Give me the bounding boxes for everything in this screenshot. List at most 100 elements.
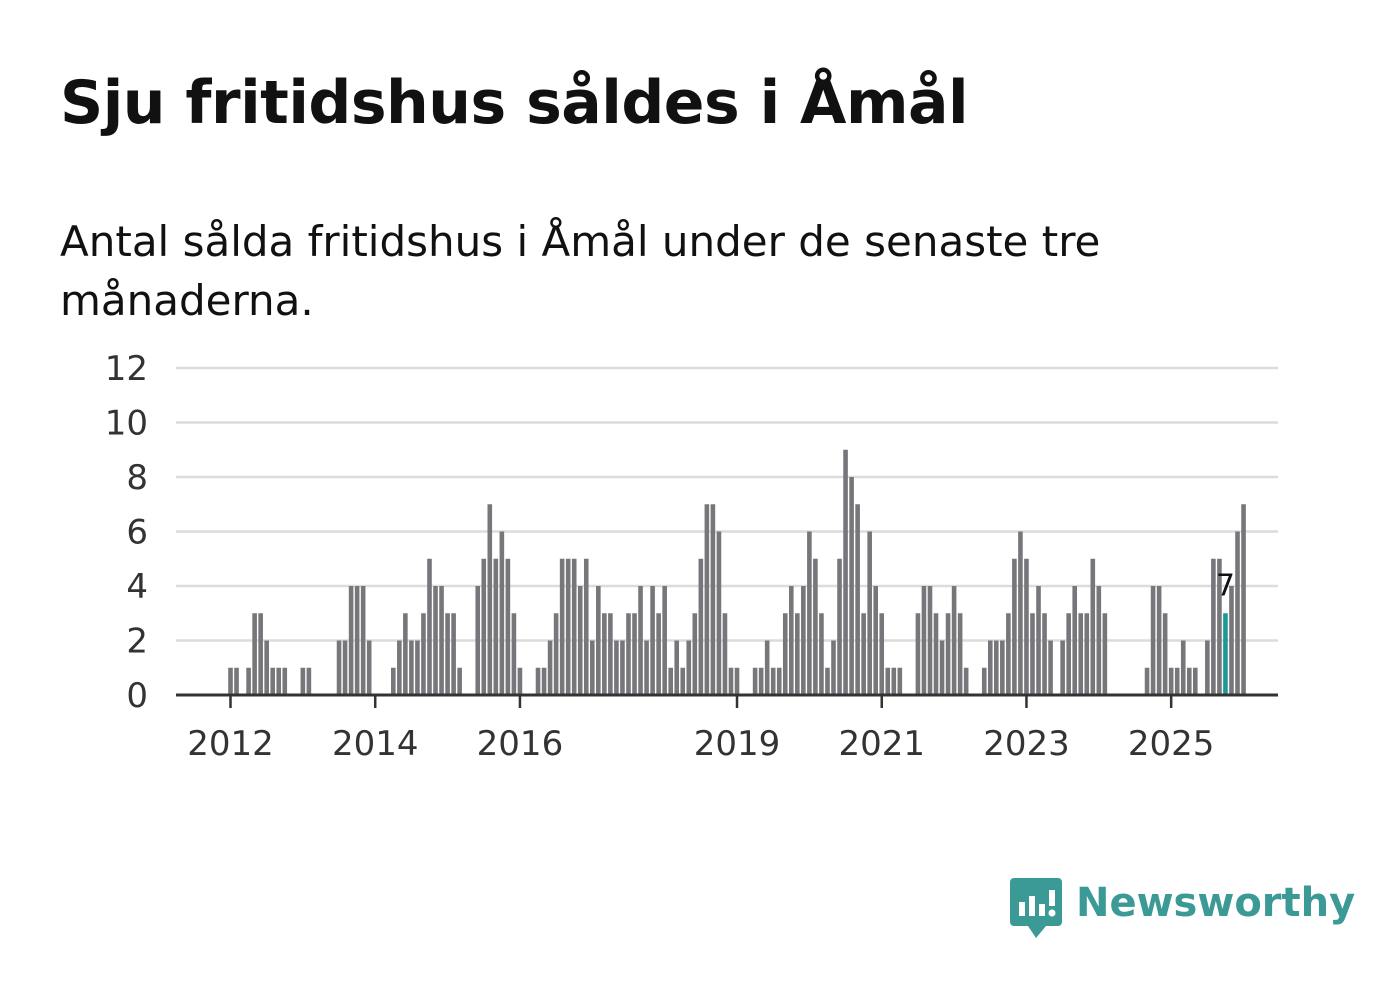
bar bbox=[674, 640, 680, 695]
y-tick-label: 4 bbox=[126, 567, 148, 607]
x-tick-label: 2014 bbox=[332, 724, 419, 764]
x-tick-label: 2019 bbox=[694, 724, 781, 764]
bar bbox=[957, 613, 963, 695]
bar bbox=[264, 640, 269, 695]
bar bbox=[873, 586, 879, 695]
bar bbox=[1156, 586, 1162, 695]
bar bbox=[535, 667, 541, 695]
bar bbox=[306, 667, 312, 695]
bar bbox=[758, 667, 764, 695]
bar bbox=[620, 640, 625, 695]
bar bbox=[1235, 531, 1240, 695]
bar bbox=[590, 640, 595, 695]
bar bbox=[728, 667, 734, 695]
bar bbox=[559, 558, 565, 695]
bar bbox=[704, 504, 710, 695]
bar bbox=[276, 667, 282, 695]
bar bbox=[849, 477, 854, 695]
x-tick-label: 2012 bbox=[187, 724, 274, 764]
bar bbox=[891, 667, 897, 695]
bar bbox=[764, 640, 770, 695]
bar bbox=[782, 613, 788, 695]
x-tick-label: 2025 bbox=[1128, 724, 1215, 764]
bar bbox=[577, 586, 583, 695]
bar bbox=[819, 613, 824, 695]
bar bbox=[366, 640, 372, 695]
bar bbox=[692, 613, 698, 695]
bar bbox=[1096, 586, 1102, 695]
bar bbox=[475, 586, 481, 695]
bar bbox=[439, 586, 444, 695]
bar bbox=[1241, 504, 1246, 695]
y-tick-label: 10 bbox=[105, 404, 148, 444]
bar bbox=[445, 613, 450, 695]
bar bbox=[1102, 613, 1108, 695]
bar bbox=[1072, 586, 1077, 695]
bar bbox=[282, 667, 288, 695]
bar bbox=[1180, 640, 1186, 695]
bar bbox=[517, 667, 523, 695]
bar bbox=[770, 667, 776, 695]
bar bbox=[710, 504, 716, 695]
bar bbox=[499, 531, 505, 695]
bar bbox=[1048, 640, 1053, 695]
newsworthy-logo-icon bbox=[1010, 878, 1062, 938]
bar bbox=[939, 640, 945, 695]
bar bbox=[963, 667, 969, 695]
bar bbox=[1186, 667, 1192, 695]
highlight-bar bbox=[1223, 613, 1228, 695]
bar bbox=[487, 504, 493, 695]
bar bbox=[626, 613, 631, 695]
bar bbox=[1012, 558, 1017, 695]
highlight-bar-label: 7 bbox=[1216, 568, 1235, 603]
bar bbox=[541, 667, 547, 695]
bar bbox=[252, 613, 257, 695]
bar bbox=[788, 586, 794, 695]
bar bbox=[1205, 640, 1210, 695]
bar bbox=[668, 667, 673, 695]
bar bbox=[553, 613, 559, 695]
bar bbox=[994, 640, 999, 695]
bar bbox=[409, 640, 414, 695]
bars bbox=[228, 449, 1246, 695]
bar bbox=[981, 667, 987, 695]
bar bbox=[825, 667, 830, 695]
x-tick-label: 2021 bbox=[838, 724, 925, 764]
bar bbox=[843, 449, 848, 695]
bar bbox=[1036, 586, 1041, 695]
bar bbox=[270, 667, 276, 695]
bar bbox=[571, 558, 577, 695]
bar bbox=[716, 531, 722, 695]
bar bbox=[1006, 613, 1011, 695]
bar bbox=[1066, 613, 1071, 695]
bar bbox=[421, 613, 426, 695]
bar bbox=[813, 558, 818, 695]
bar bbox=[608, 613, 613, 695]
bar bbox=[1078, 613, 1084, 695]
bar bbox=[1060, 640, 1065, 695]
bar bbox=[457, 667, 462, 695]
bar bbox=[1211, 558, 1216, 695]
y-tick-label: 6 bbox=[126, 513, 148, 553]
bar bbox=[348, 586, 354, 695]
bar bbox=[632, 613, 637, 695]
bar bbox=[1000, 640, 1005, 695]
bar bbox=[336, 640, 342, 695]
bar bbox=[397, 640, 402, 695]
y-tick-label: 12 bbox=[105, 349, 148, 389]
bar bbox=[493, 558, 499, 695]
bar bbox=[1042, 613, 1047, 695]
bar bbox=[933, 613, 939, 695]
bar bbox=[1229, 586, 1234, 695]
bar bbox=[1090, 558, 1096, 695]
bar bbox=[801, 586, 806, 695]
bar bbox=[1162, 613, 1168, 695]
bar bbox=[228, 667, 233, 695]
bar bbox=[415, 640, 420, 695]
bar bbox=[602, 613, 607, 695]
chart-title: Sju fritidshus såldes i Åmål bbox=[60, 68, 969, 138]
bar bbox=[360, 586, 366, 695]
bar bbox=[403, 613, 408, 695]
bar bbox=[583, 558, 589, 695]
